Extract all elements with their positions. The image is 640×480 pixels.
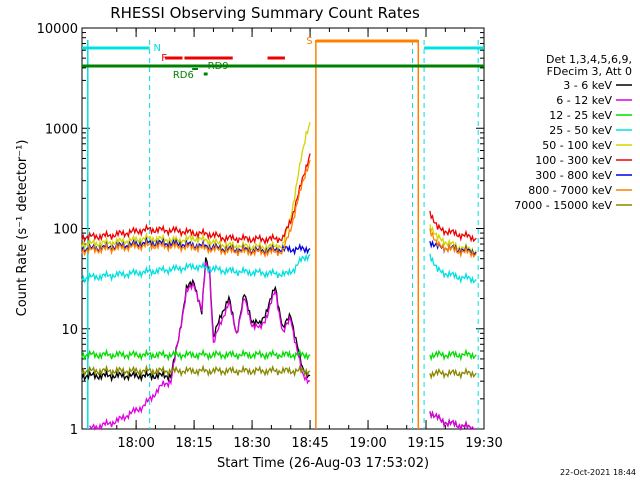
series-6-12-kev xyxy=(89,261,477,432)
series-100-300-kev xyxy=(81,153,477,246)
series-line-post-saa xyxy=(429,210,477,243)
flag-label-rd6: RD6 xyxy=(173,70,194,81)
flag-label-rd9: RD9 xyxy=(208,61,229,72)
series-line-post-saa xyxy=(429,239,477,257)
series-50-100-kev xyxy=(81,122,477,256)
x-tick-label: 18:00 xyxy=(117,436,154,451)
legend-entry-label: 300 - 800 keV xyxy=(535,169,612,182)
y-tick-labels: 1 10 100 1000 10000 xyxy=(37,22,78,438)
observing-flags: NF RD9 RD6 S xyxy=(82,36,484,429)
y-tick-label: 1000 xyxy=(45,122,78,137)
minor-ticks xyxy=(82,27,485,430)
legend-entry-label: 3 - 6 keV xyxy=(563,79,612,92)
series-7000-15000-kev xyxy=(81,364,477,381)
x-tick-label: 18:45 xyxy=(291,436,328,451)
legend-entry-label: 50 - 100 keV xyxy=(542,139,612,152)
legend-header: FDecim 3, Att 0 xyxy=(547,65,632,78)
legend: Det 1,3,4,5,6,9,FDecim 3, Att 03 - 6 keV… xyxy=(514,53,632,212)
x-axis-label: Start Time (26-Aug-03 17:53:02) xyxy=(217,456,429,471)
legend-entry-label: 6 - 12 keV xyxy=(556,94,612,107)
x-tick-labels: 18:00 18:15 18:30 18:45 19:00 19:15 19:30 xyxy=(117,436,502,451)
legend-entry-label: 800 - 7000 keV xyxy=(528,184,612,197)
series-line-pre-saa xyxy=(81,122,311,253)
flag-label-f: F xyxy=(161,53,167,64)
series-line-pre-saa xyxy=(81,257,311,383)
series-group xyxy=(81,122,477,432)
y-tick-label: 1 xyxy=(70,423,78,438)
legend-entry-label: 25 - 50 keV xyxy=(549,124,612,137)
series-line-post-saa xyxy=(429,228,477,259)
chart-title: RHESSI Observing Summary Count Rates xyxy=(110,4,420,22)
series-line-post-saa xyxy=(429,410,477,432)
y-tick-label: 10000 xyxy=(37,22,78,37)
flag-label-s: S xyxy=(306,36,312,47)
timestamp: 22-Oct-2021 18:44 xyxy=(560,468,636,477)
y-tick-label: 10 xyxy=(61,323,78,338)
x-tick-label: 19:30 xyxy=(465,436,502,451)
x-tick-label: 19:00 xyxy=(349,436,386,451)
legend-entry-label: 12 - 25 keV xyxy=(549,109,612,122)
y-axis-label: Count Rate (s⁻¹ detector⁻¹) xyxy=(15,140,30,317)
series-line-pre-saa xyxy=(81,348,311,362)
series-12-25-kev xyxy=(81,348,477,362)
x-tick-label: 19:15 xyxy=(407,436,444,451)
series-line-post-saa xyxy=(429,224,477,256)
x-tick-label: 18:30 xyxy=(233,436,270,451)
series-line-pre-saa xyxy=(89,261,311,431)
flag-label-n: N xyxy=(154,43,161,54)
series-line-pre-saa xyxy=(81,153,311,246)
series-800-7000-kev xyxy=(81,160,477,259)
legend-header: Det 1,3,4,5,6,9, xyxy=(546,53,632,66)
y-tick-label: 100 xyxy=(53,223,78,238)
x-tick-label: 18:15 xyxy=(175,436,212,451)
series-25-50-kev xyxy=(81,253,477,285)
series-3-6-kev xyxy=(81,257,477,432)
series-line-pre-saa xyxy=(81,160,311,259)
series-line-pre-saa xyxy=(81,253,311,284)
series-line-pre-saa xyxy=(81,364,311,378)
series-line-post-saa xyxy=(429,253,477,285)
series-line-post-saa xyxy=(429,348,477,362)
series-line-post-saa xyxy=(429,366,477,381)
legend-entry-label: 7000 - 15000 keV xyxy=(514,199,612,212)
legend-entry-label: 100 - 300 keV xyxy=(535,154,612,167)
